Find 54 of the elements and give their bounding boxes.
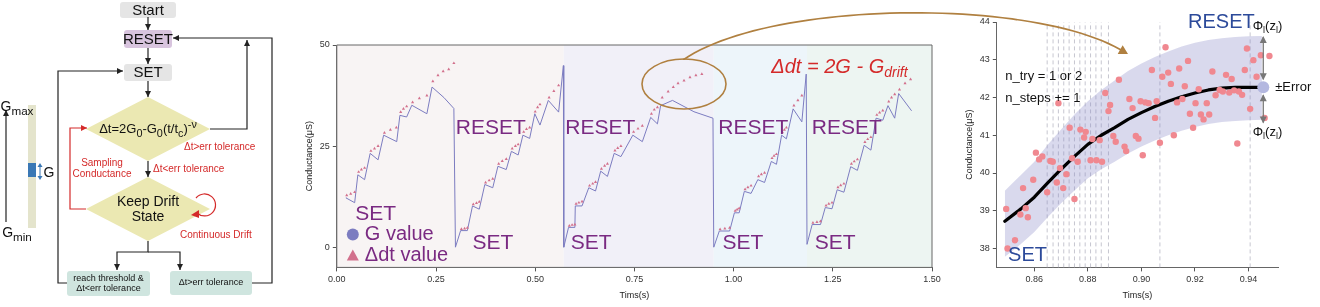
y-tick-label: 50 — [319, 39, 330, 50]
text: Sampling Conductance — [71, 157, 133, 179]
y-tick-label: 41 — [979, 129, 990, 140]
text: Δt>err tolerance — [178, 277, 244, 288]
y-tick-label: 42 — [979, 91, 990, 102]
y-tick-label: 25 — [319, 140, 330, 151]
text: G — [43, 164, 55, 181]
annotation: SET — [722, 229, 764, 253]
y-tick-label: 0 — [324, 241, 330, 252]
x-tick-label: 0.25 — [427, 274, 445, 285]
annotation: SET — [355, 200, 397, 224]
x-axis-title: Tims(s) — [1122, 290, 1153, 301]
x-tick-label: 1.50 — [923, 274, 941, 285]
x-tick-label: 0.94 — [1239, 274, 1258, 285]
annotation: RESET — [718, 115, 789, 139]
annotation: SET — [814, 229, 856, 253]
text: Keep Drift State — [115, 192, 181, 225]
legend-label: G value — [364, 221, 434, 244]
y-tick-label: 40 — [979, 167, 990, 178]
y-tick-label: 44 — [979, 16, 990, 27]
x-tick-label: 1.00 — [724, 274, 743, 285]
legend-label: Δdt value — [364, 242, 449, 265]
y-axis-title: Conductance(μS) — [963, 109, 974, 180]
annotation: n_steps += 1 — [1005, 89, 1081, 105]
text: Δt=2G$_{0}$-G$_{0}$(t/t$_{c}$)$^{-ν}$ — [99, 117, 197, 140]
y-tick-label: 38 — [979, 243, 990, 254]
y-tick-label: 39 — [979, 205, 990, 216]
x-tick-label: 0.50 — [526, 274, 544, 285]
x-tick-label: 0.00 — [328, 274, 346, 285]
annotation: SET — [570, 229, 612, 253]
x-axis-title: Tims(s) — [619, 290, 650, 301]
x-tick-label: 0.92 — [1186, 274, 1204, 285]
x-tick-label: 0.88 — [1079, 274, 1097, 285]
text: SET — [133, 63, 163, 81]
text: G$_{min}$ — [2, 223, 32, 244]
x-tick-label: 0.86 — [1025, 274, 1044, 285]
y-tick-label: 43 — [979, 54, 990, 65]
y-axis-title: Conductance(μS) — [303, 121, 314, 192]
text: Start — [132, 0, 164, 19]
annotation: RESET — [455, 115, 527, 139]
x-tick-label: 1.25 — [824, 274, 842, 285]
annotation: RESET — [811, 115, 882, 139]
annotation: RESET — [1188, 9, 1255, 32]
text: Δt<err tolerance — [153, 162, 225, 174]
annotation: SET — [1008, 242, 1047, 265]
text: Δt>err tolerance — [184, 140, 256, 152]
x-tick-label: 0.75 — [625, 274, 644, 285]
annotation: n_try = 1 or 2 — [1005, 67, 1083, 83]
annotation: SET — [472, 229, 514, 253]
annotation: ±Error — [1275, 78, 1312, 94]
text: G$_{max}$ — [0, 97, 34, 118]
text: Continuous Drift — [180, 228, 252, 240]
x-tick-label: 0.90 — [1132, 274, 1151, 285]
annotation: RESET — [565, 115, 636, 139]
